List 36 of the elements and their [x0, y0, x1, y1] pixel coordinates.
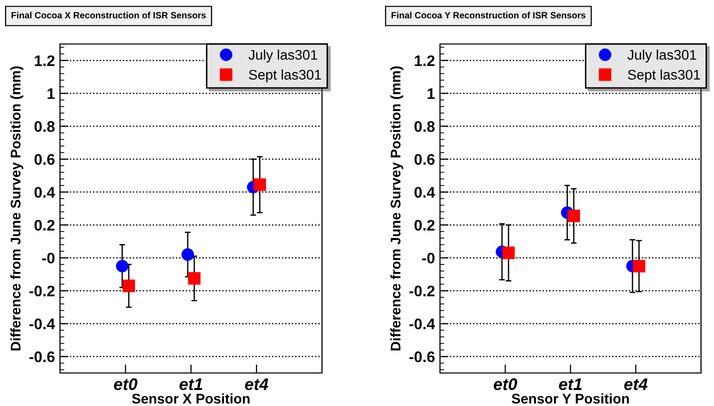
y-axis-title: Difference from June Survey Position (mm) — [390, 66, 404, 350]
x-axis-title: Sensor X Position — [132, 393, 250, 404]
x-tick-label: et0 — [114, 378, 138, 390]
y-tick-label: 1 — [48, 88, 55, 99]
y-tick-label: -0.6 — [29, 351, 55, 362]
y-tick-label: 0.6 — [34, 154, 55, 165]
y-tick-label: -0.6 — [409, 351, 435, 362]
y-tick-label: -0 — [422, 252, 435, 264]
x-tick-label: et4 — [624, 378, 648, 390]
x-tick-label: et4 — [244, 378, 268, 390]
y-tick-label: -0 — [42, 252, 55, 264]
x-tick-label: et1 — [558, 378, 582, 390]
y-tick-label: 0.2 — [34, 220, 55, 231]
legend-label: July las301 — [628, 50, 696, 63]
x-tick-label: et0 — [494, 378, 518, 390]
y-tick-label: -0.4 — [409, 318, 436, 330]
chart-title: Final Cocoa Y Reconstruction of ISR Sensors — [392, 12, 586, 18]
y-tick-label: -0.2 — [409, 286, 435, 296]
legend-label: Sept las301 — [628, 69, 700, 82]
legend-label: Sept las301 — [248, 69, 322, 82]
y-tick-label: -0.2 — [29, 286, 55, 296]
y-tick-label: 1.2 — [414, 55, 435, 66]
y-tick-label: 1.2 — [34, 55, 55, 66]
y-tick-label: 0.2 — [414, 220, 435, 231]
y-tick-label: 0.4 — [414, 186, 436, 198]
y-tick-label: 0.6 — [414, 154, 435, 165]
x-tick-label: et1 — [179, 378, 202, 390]
y-axis-title: Difference from June Survey Position (mm) — [10, 66, 24, 350]
x-axis-title: Sensor Y Position — [512, 393, 629, 404]
y-tick-label: -0.4 — [29, 318, 56, 330]
y-tick-label: 0.8 — [34, 121, 55, 132]
y-tick-label: 0.4 — [34, 186, 56, 198]
chart-title: Final Cocoa X Reconstruction of ISR Sensors — [12, 12, 206, 18]
y-tick-label: 0.8 — [414, 121, 435, 132]
legend-label: July las301 — [248, 50, 318, 63]
y-tick-label: 1 — [428, 88, 435, 99]
